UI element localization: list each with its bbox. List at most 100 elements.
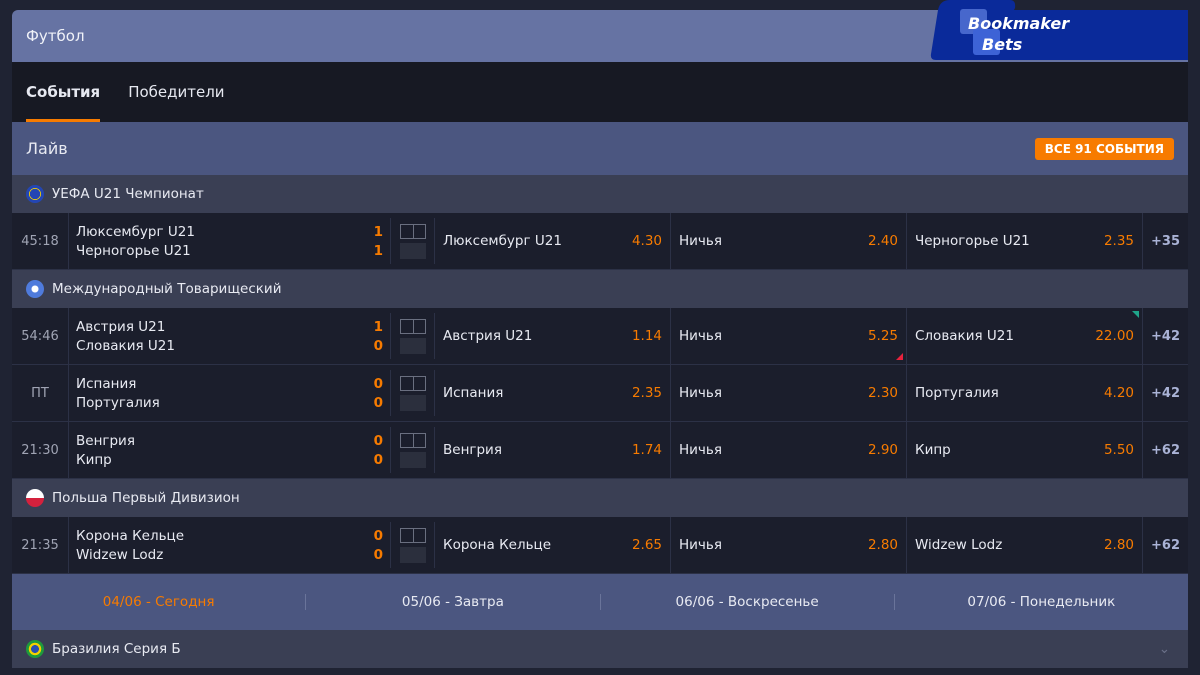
home-score: 0 [373,432,383,449]
brazil-flag-icon [26,640,44,658]
field-stats[interactable] [390,370,435,416]
away-score: 0 [373,546,383,563]
sportsbook-panel: Футбол События Победители Лайв ВСЕ 91 СО… [12,10,1188,668]
match-row[interactable]: 45:18 Люксембург U21 1 Черногорье U21 1 Лю… [12,213,1188,270]
league-name: УЕФА U21 Чемпионат [52,186,204,202]
field-stats[interactable] [390,427,435,473]
outcome-label: Ничья [679,537,722,553]
poland-flag-icon [26,489,44,507]
home-team: Австрия U21 [76,318,166,335]
away-score: 1 [373,242,383,259]
odds-button[interactable]: Widzew Lodz 2.80 [907,517,1143,573]
stats-box [399,337,426,354]
odds-value: 2.35 [1103,233,1134,249]
field-stats[interactable] [390,522,435,568]
date-tab-today[interactable]: 04/06 - Сегодня [102,594,215,610]
odds-button[interactable]: Португалия 4.20 [907,365,1143,421]
match-row[interactable]: ПТ Испания 0 Португалия 0 Испания 2.35 Ничья… [12,365,1188,422]
match-time: 21:35 [12,517,69,573]
home-score: 0 [373,375,383,392]
odds-value: 2.40 [867,233,898,249]
odds-button[interactable]: Ничья 2.80 [671,517,907,573]
away-team: Widzew Lodz [76,546,164,563]
odds-button[interactable]: Ничья 2.30 [671,365,907,421]
odds-value: 2.35 [631,385,662,401]
outcome-label: Ничья [679,442,722,458]
stats-box [399,242,426,259]
odds-button[interactable]: Австрия U21 1.14 [435,308,671,364]
match-time: 45:18 [12,213,69,269]
all-events-button[interactable]: ВСЕ 91 СОБЫТИЯ [1034,137,1174,160]
away-team: Португалия [76,394,160,411]
field-stats[interactable] [390,218,435,264]
league-header[interactable]: УЕФА U21 Чемпионат [12,175,1188,213]
outcome-label: Корона Кельце [443,537,552,553]
match-time: 54:46 [12,308,69,364]
more-markets-button[interactable]: +42 [1151,328,1180,344]
outcome-label: Ничья [679,328,722,344]
more-markets-button[interactable]: +62 [1151,442,1180,458]
live-title: Лайв [26,139,68,158]
match-teams[interactable]: Люксембург U21 1 Черногорье U21 1 [69,213,390,269]
league-header[interactable]: Польша Первый Дивизион [12,479,1188,517]
outcome-label: Испания [443,385,504,401]
league-header[interactable]: Международный Товарищеский [12,270,1188,308]
home-team: Люксембург U21 [76,223,195,240]
odds-value: 2.65 [631,537,662,553]
date-tab-tomorrow[interactable]: 05/06 - Завтра [305,594,599,610]
odds-value: 1.74 [631,442,662,458]
tab-events[interactable]: События [26,62,101,122]
match-teams[interactable]: Испания 0 Португалия 0 [69,365,390,421]
tabs: События Победители [12,62,1188,122]
outcome-label: Словакия U21 [915,328,1014,344]
match-teams[interactable]: Австрия U21 1 Словакия U21 0 [69,308,390,364]
odds-button[interactable]: Ничья 2.90 [671,422,907,478]
home-score: 1 [373,223,383,240]
match-teams[interactable]: Венгрия 0 Кипр 0 [69,422,390,478]
match-teams[interactable]: Корона Кельце 0 Widzew Lodz 0 [69,517,390,573]
odds-value: 2.80 [867,537,898,553]
match-row[interactable]: 21:30 Венгрия 0 Кипр 0 Венгрия 1.74 Ничья 2.9… [12,422,1188,479]
odds-up-icon [1132,311,1139,318]
date-tab-monday[interactable]: 07/06 - Понедельник [893,594,1188,610]
chevron-down-icon[interactable]: ⌄ [1158,641,1170,657]
more-markets-button[interactable]: +35 [1151,233,1180,249]
outcome-label: Люксембург U21 [443,233,562,249]
away-team: Кипр [76,451,112,468]
more-markets-button[interactable]: +62 [1151,537,1180,553]
match-row[interactable]: 54:46 Австрия U21 1 Словакия U21 0 Австрия… [12,308,1188,365]
outcome-label: Венгрия [443,442,502,458]
outcome-label: Ничья [679,385,722,401]
date-tab-sunday[interactable]: 06/06 - Воскресенье [599,594,894,610]
more-markets-button[interactable]: +42 [1151,385,1180,401]
odds-button[interactable]: Черногорье U21 2.35 [907,213,1143,269]
odds-value: 2.90 [867,442,898,458]
date-tabs: 04/06 - Сегодня 05/06 - Завтра 06/06 - В… [12,574,1188,630]
away-team: Словакия U21 [76,337,175,354]
odds-button[interactable]: Испания 2.35 [435,365,671,421]
home-team: Венгрия [76,432,135,449]
tab-winners[interactable]: Победители [128,83,225,101]
odds-value: 22.00 [1095,328,1134,344]
world-icon [26,280,44,298]
odds-value: 4.20 [1103,385,1134,401]
match-row[interactable]: 21:35 Корона Кельце 0 Widzew Lodz 0 Корона… [12,517,1188,574]
odds-button[interactable]: Венгрия 1.74 [435,422,671,478]
odds-button[interactable]: Ничья 5.25 [671,308,907,364]
page-title: Футбол [26,27,85,45]
outcome-label: Ничья [679,233,722,249]
odds-value: 2.30 [867,385,898,401]
odds-button[interactable]: Кипр 5.50 [907,422,1143,478]
odds-button[interactable]: Словакия U21 22.00 [907,308,1143,364]
odds-button[interactable]: Люксембург U21 4.30 [435,213,671,269]
svg-text:Bets: Bets [982,35,1022,54]
odds-button[interactable]: Корона Кельце 2.65 [435,517,671,573]
odds-button[interactable]: Ничья 2.40 [671,213,907,269]
league-name: Бразилия Серия Б [52,641,181,657]
field-stats[interactable] [390,313,435,359]
league-header-brazil[interactable]: Бразилия Серия Б ⌄ [12,630,1188,668]
svg-text:Bookmaker: Bookmaker [968,14,1070,33]
stats-box [399,394,426,411]
scrollbar[interactable] [1188,0,1200,675]
pitch-icon [399,527,426,543]
